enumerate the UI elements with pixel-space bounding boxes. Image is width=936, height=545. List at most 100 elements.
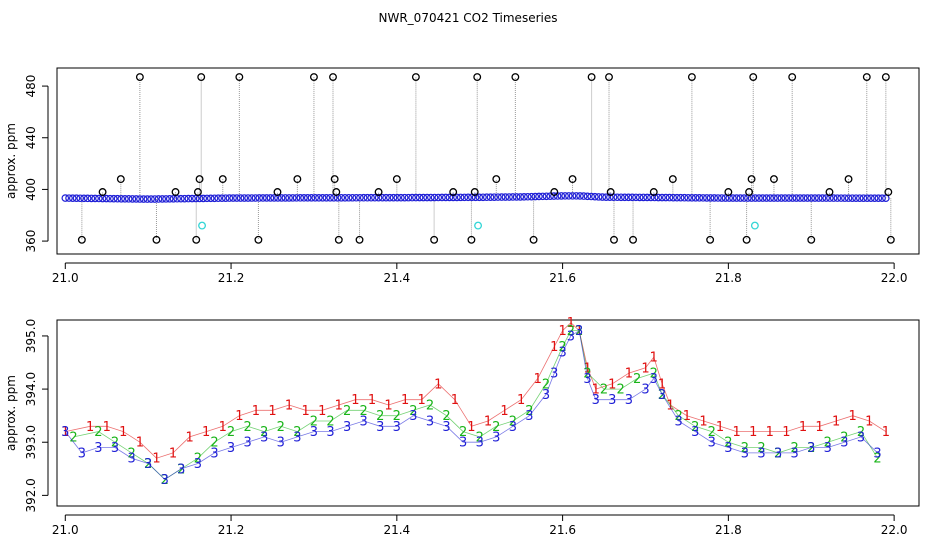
series-3-point: 3 [658,388,666,403]
series-2-point: 2 [177,462,185,477]
bottom-x-tick-label: 21.0 [52,523,79,537]
series-1-point: 1 [625,367,633,382]
series-3-point: 3 [558,345,566,360]
top-cyan-points [198,221,759,230]
baseline-point [344,193,353,202]
baseline-point [315,194,323,202]
series-2-point: 2 [708,425,716,440]
cyan-point [750,221,759,230]
series-2-point: 2 [633,372,641,387]
outlier-point [218,175,227,184]
baseline-point [497,193,506,201]
baseline-point [121,195,129,203]
bottom-x-axis: 21.0 21.2 21.4 21.6 21.8 22.0 [52,514,907,537]
series-3-point: 3 [243,436,251,451]
series-3-point: 3 [277,436,285,451]
baseline-point [367,193,375,202]
baseline-point [848,194,857,202]
series-1-point: 1 [103,420,111,435]
series-3-point: 3 [791,446,799,461]
series-2-point: 2 [525,404,533,419]
bottom-y-tick-label: 395.0 [24,319,38,353]
outlier-point [152,235,161,244]
baseline-point [303,194,312,202]
series-1-point: 1 [235,409,243,424]
outlier-point [550,188,559,196]
baseline-point [796,194,804,202]
baseline-point [602,193,610,201]
outlier-point [77,235,86,244]
baseline-point [494,193,502,201]
series-2-point: 2 [69,430,77,445]
baseline-point [83,194,92,203]
series-3-point: 3 [393,420,401,435]
outlier-point [430,235,439,244]
top-y-tick-label: 360 [24,230,38,253]
outlier-point [511,73,520,81]
bottom-y-axis: 392.0 393.0 394.0 395.0 [24,319,49,513]
outlier-point [807,235,816,244]
series-2-point: 2 [194,452,202,467]
series-1-point: 1 [451,393,459,408]
series-1-point: 1 [592,383,600,398]
outlier-point [193,188,202,196]
outlier-point [749,73,758,81]
series-1-point: 1 [418,393,426,408]
outlier-point [742,235,751,244]
series-3-point: 3 [442,420,450,435]
series-3-point: 3 [426,414,434,429]
baseline-point [378,193,387,202]
baseline-point [878,194,886,202]
series-2-point: 2 [600,383,608,398]
baseline-point [441,193,450,202]
baseline-point [352,193,361,202]
series-1-point: 1 [666,399,674,414]
outlier-point [195,175,204,184]
baseline-point [318,193,327,202]
outlier-point [862,73,871,81]
series-2-point: 2 [111,436,119,451]
baseline-point [404,193,413,202]
series-1-point: 1 [185,430,193,445]
baseline-point [837,194,845,202]
baseline-point [233,194,241,202]
series-3-point: 3 [111,441,119,456]
baseline-point [844,194,853,202]
series-1-point: 1 [136,436,144,451]
bottom-x-tick-label: 21.6 [549,523,576,537]
series-2-point: 2 [616,383,624,398]
series-1-point: 1 [86,420,94,435]
baseline-point [852,194,860,202]
baseline-point [788,194,797,202]
top-x-axis: 21.0 21.2 21.4 21.6 21.8 22.0 [52,262,907,285]
series-2-point: 2 [144,457,152,472]
outlier-point [449,188,458,196]
baseline-point [509,193,517,201]
cyan-point [198,221,206,230]
baseline-point [247,194,256,202]
series-1-point: 1 [268,404,276,419]
baseline-point [576,192,584,200]
top-y-tick-label: 480 [24,75,38,98]
baseline-point [714,194,722,202]
baseline-point [758,194,767,202]
top-x-tick-label: 21.0 [52,271,79,285]
baseline-point [300,194,308,202]
baseline-point [740,194,748,202]
baseline-point [736,194,745,202]
series-3-point: 3 [691,425,699,440]
baseline-point [531,192,540,201]
baseline-point [717,194,726,202]
series-1-point: 1 [658,377,666,392]
baseline-point [188,194,196,203]
outlier-point [470,188,479,196]
baseline-point [65,194,73,202]
outlier-point [605,73,613,81]
series-3-point: 3 [509,420,517,435]
baseline-point [587,192,595,201]
baseline-point [676,193,685,202]
baseline-point [523,192,532,201]
baseline-point [557,192,566,200]
series-1-line [65,322,887,459]
